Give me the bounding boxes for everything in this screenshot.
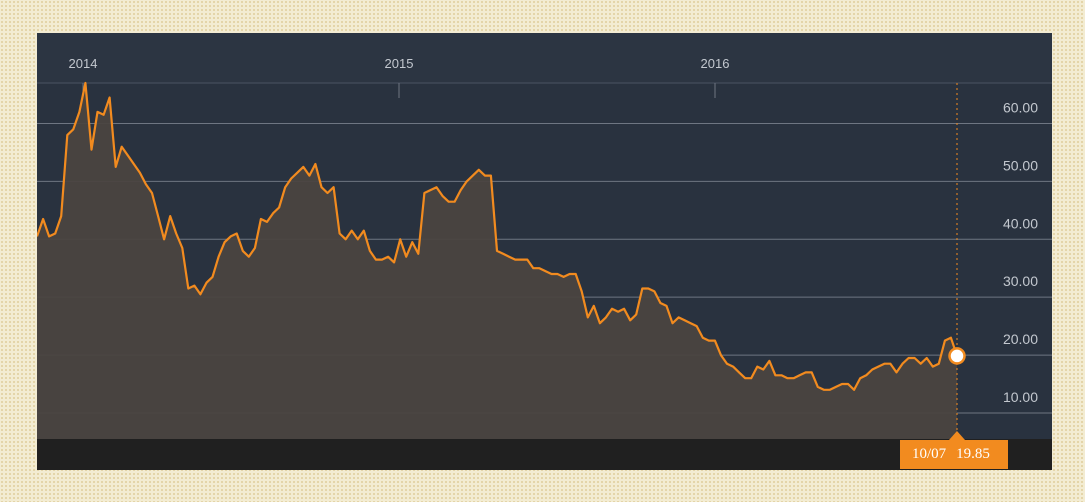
year-ticks: 2014 2015 2016 <box>69 56 730 98</box>
bottom-band <box>37 439 1052 470</box>
cursor-marker[interactable] <box>948 347 966 365</box>
year-label: 2014 <box>69 56 98 71</box>
y-axis-labels: 60.00 50.00 40.00 30.00 20.00 10.00 <box>1003 100 1038 405</box>
readout-date: 10/07 <box>912 446 947 462</box>
y-tick-label: 60.00 <box>1003 100 1038 116</box>
y-tick-label: 30.00 <box>1003 273 1038 289</box>
price-chart[interactable]: 2014 2015 2016 60.00 50.00 40.00 30.00 20.00 10… <box>37 33 1052 470</box>
readout-value: 19.85 <box>956 446 990 462</box>
y-tick-label: 20.00 <box>1003 331 1038 347</box>
chart-panel: 2014 2015 2016 60.00 50.00 40.00 30.00 20.00 10… <box>37 33 1052 470</box>
readout-pointer <box>949 431 965 440</box>
y-tick-label: 50.00 <box>1003 157 1038 173</box>
y-tick-label: 40.00 <box>1003 215 1038 231</box>
price-readout: 10/07 19.85 <box>900 440 1008 469</box>
year-label: 2015 <box>385 56 414 71</box>
price-line <box>37 81 959 391</box>
y-tick-label: 10.00 <box>1003 389 1038 405</box>
year-label: 2016 <box>701 56 730 71</box>
price-area-fill <box>37 83 957 439</box>
year-header-band <box>37 33 1052 83</box>
